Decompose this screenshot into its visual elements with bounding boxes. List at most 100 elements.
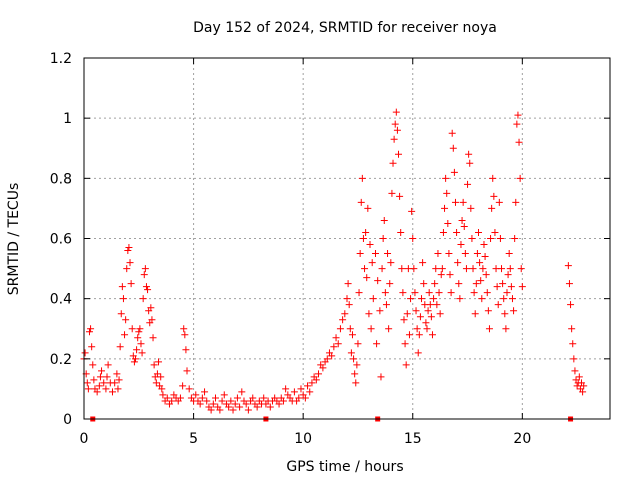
data-point bbox=[405, 331, 413, 339]
data-point bbox=[139, 295, 147, 303]
data-point bbox=[428, 331, 436, 339]
data-point bbox=[490, 192, 498, 200]
data-point bbox=[419, 259, 427, 267]
data-point bbox=[140, 271, 148, 279]
data-point bbox=[489, 174, 497, 182]
data-point bbox=[501, 310, 509, 318]
data-point bbox=[249, 394, 257, 402]
data-point bbox=[475, 228, 482, 236]
data-point bbox=[458, 216, 466, 224]
data-point bbox=[141, 265, 149, 273]
data-point bbox=[567, 301, 575, 309]
data-point bbox=[473, 250, 481, 258]
data-point bbox=[144, 286, 152, 294]
data-point bbox=[418, 295, 426, 303]
data-point bbox=[430, 295, 438, 303]
data-point bbox=[477, 277, 485, 285]
data-point bbox=[90, 376, 98, 384]
data-point bbox=[242, 400, 250, 408]
data-point bbox=[469, 265, 477, 273]
data-point bbox=[227, 397, 235, 405]
data-point bbox=[157, 373, 165, 381]
data-point bbox=[408, 207, 416, 215]
data-point bbox=[499, 280, 507, 288]
data-point bbox=[354, 340, 362, 348]
data-point bbox=[350, 355, 358, 363]
data-point bbox=[487, 235, 495, 242]
data-point bbox=[449, 144, 457, 152]
data-point bbox=[102, 385, 110, 393]
x-tick-label: 0 bbox=[80, 431, 89, 447]
data-point bbox=[96, 373, 104, 381]
data-point bbox=[357, 198, 365, 206]
data-point bbox=[462, 265, 470, 273]
data-point bbox=[380, 216, 388, 224]
data-point bbox=[517, 265, 525, 273]
data-point bbox=[363, 274, 371, 282]
data-point bbox=[149, 334, 157, 342]
x-tick-label: 10 bbox=[294, 431, 312, 447]
data-point bbox=[343, 295, 351, 303]
data-point bbox=[368, 259, 376, 267]
data-point bbox=[185, 385, 193, 393]
x-tick-label: 20 bbox=[513, 431, 531, 447]
data-point bbox=[443, 189, 451, 197]
data-point bbox=[203, 397, 211, 405]
data-point bbox=[111, 379, 119, 387]
data-point bbox=[244, 406, 252, 414]
data-point bbox=[444, 219, 452, 227]
data-point bbox=[376, 307, 384, 315]
data-point bbox=[158, 385, 166, 393]
data-point bbox=[493, 283, 501, 291]
y-tick-label: 0 bbox=[63, 412, 72, 428]
data-point bbox=[330, 343, 338, 351]
data-point bbox=[356, 250, 364, 258]
data-point bbox=[183, 367, 191, 375]
data-point bbox=[415, 331, 423, 339]
data-point bbox=[212, 394, 219, 402]
data-point bbox=[445, 250, 453, 258]
data-point bbox=[453, 228, 461, 236]
data-point bbox=[159, 391, 167, 399]
data-point bbox=[196, 400, 204, 408]
data-point bbox=[127, 280, 135, 288]
data-point bbox=[153, 370, 161, 378]
data-point bbox=[454, 259, 462, 267]
data-point bbox=[355, 289, 363, 297]
data-point bbox=[476, 259, 484, 267]
data-point bbox=[341, 310, 349, 318]
data-point bbox=[564, 262, 572, 270]
data-point bbox=[238, 388, 246, 396]
data-point bbox=[362, 228, 370, 236]
data-point bbox=[371, 250, 379, 258]
data-point bbox=[126, 259, 134, 267]
data-point bbox=[113, 370, 121, 378]
data-point bbox=[506, 265, 514, 273]
data-point bbox=[436, 310, 444, 318]
data-point bbox=[472, 280, 480, 288]
data-point bbox=[426, 301, 434, 309]
data-point bbox=[266, 403, 274, 411]
data-point bbox=[358, 174, 366, 182]
data-point bbox=[518, 283, 526, 291]
data-point bbox=[119, 295, 127, 303]
data-point bbox=[470, 289, 478, 297]
data-point bbox=[468, 235, 476, 242]
data-point bbox=[253, 403, 261, 411]
data-point bbox=[84, 385, 92, 393]
data-point bbox=[347, 349, 355, 357]
data-point bbox=[515, 138, 523, 146]
data-point bbox=[409, 235, 417, 242]
data-point bbox=[374, 277, 382, 285]
data-point bbox=[387, 259, 395, 267]
data-point bbox=[505, 250, 513, 258]
data-point bbox=[290, 388, 298, 396]
data-point bbox=[339, 316, 347, 324]
data-point bbox=[391, 120, 399, 128]
data-point bbox=[416, 313, 424, 321]
data-point bbox=[108, 388, 116, 396]
data-point bbox=[260, 394, 268, 402]
data-point bbox=[441, 204, 449, 212]
data-point bbox=[504, 271, 512, 279]
data-point bbox=[465, 150, 473, 158]
